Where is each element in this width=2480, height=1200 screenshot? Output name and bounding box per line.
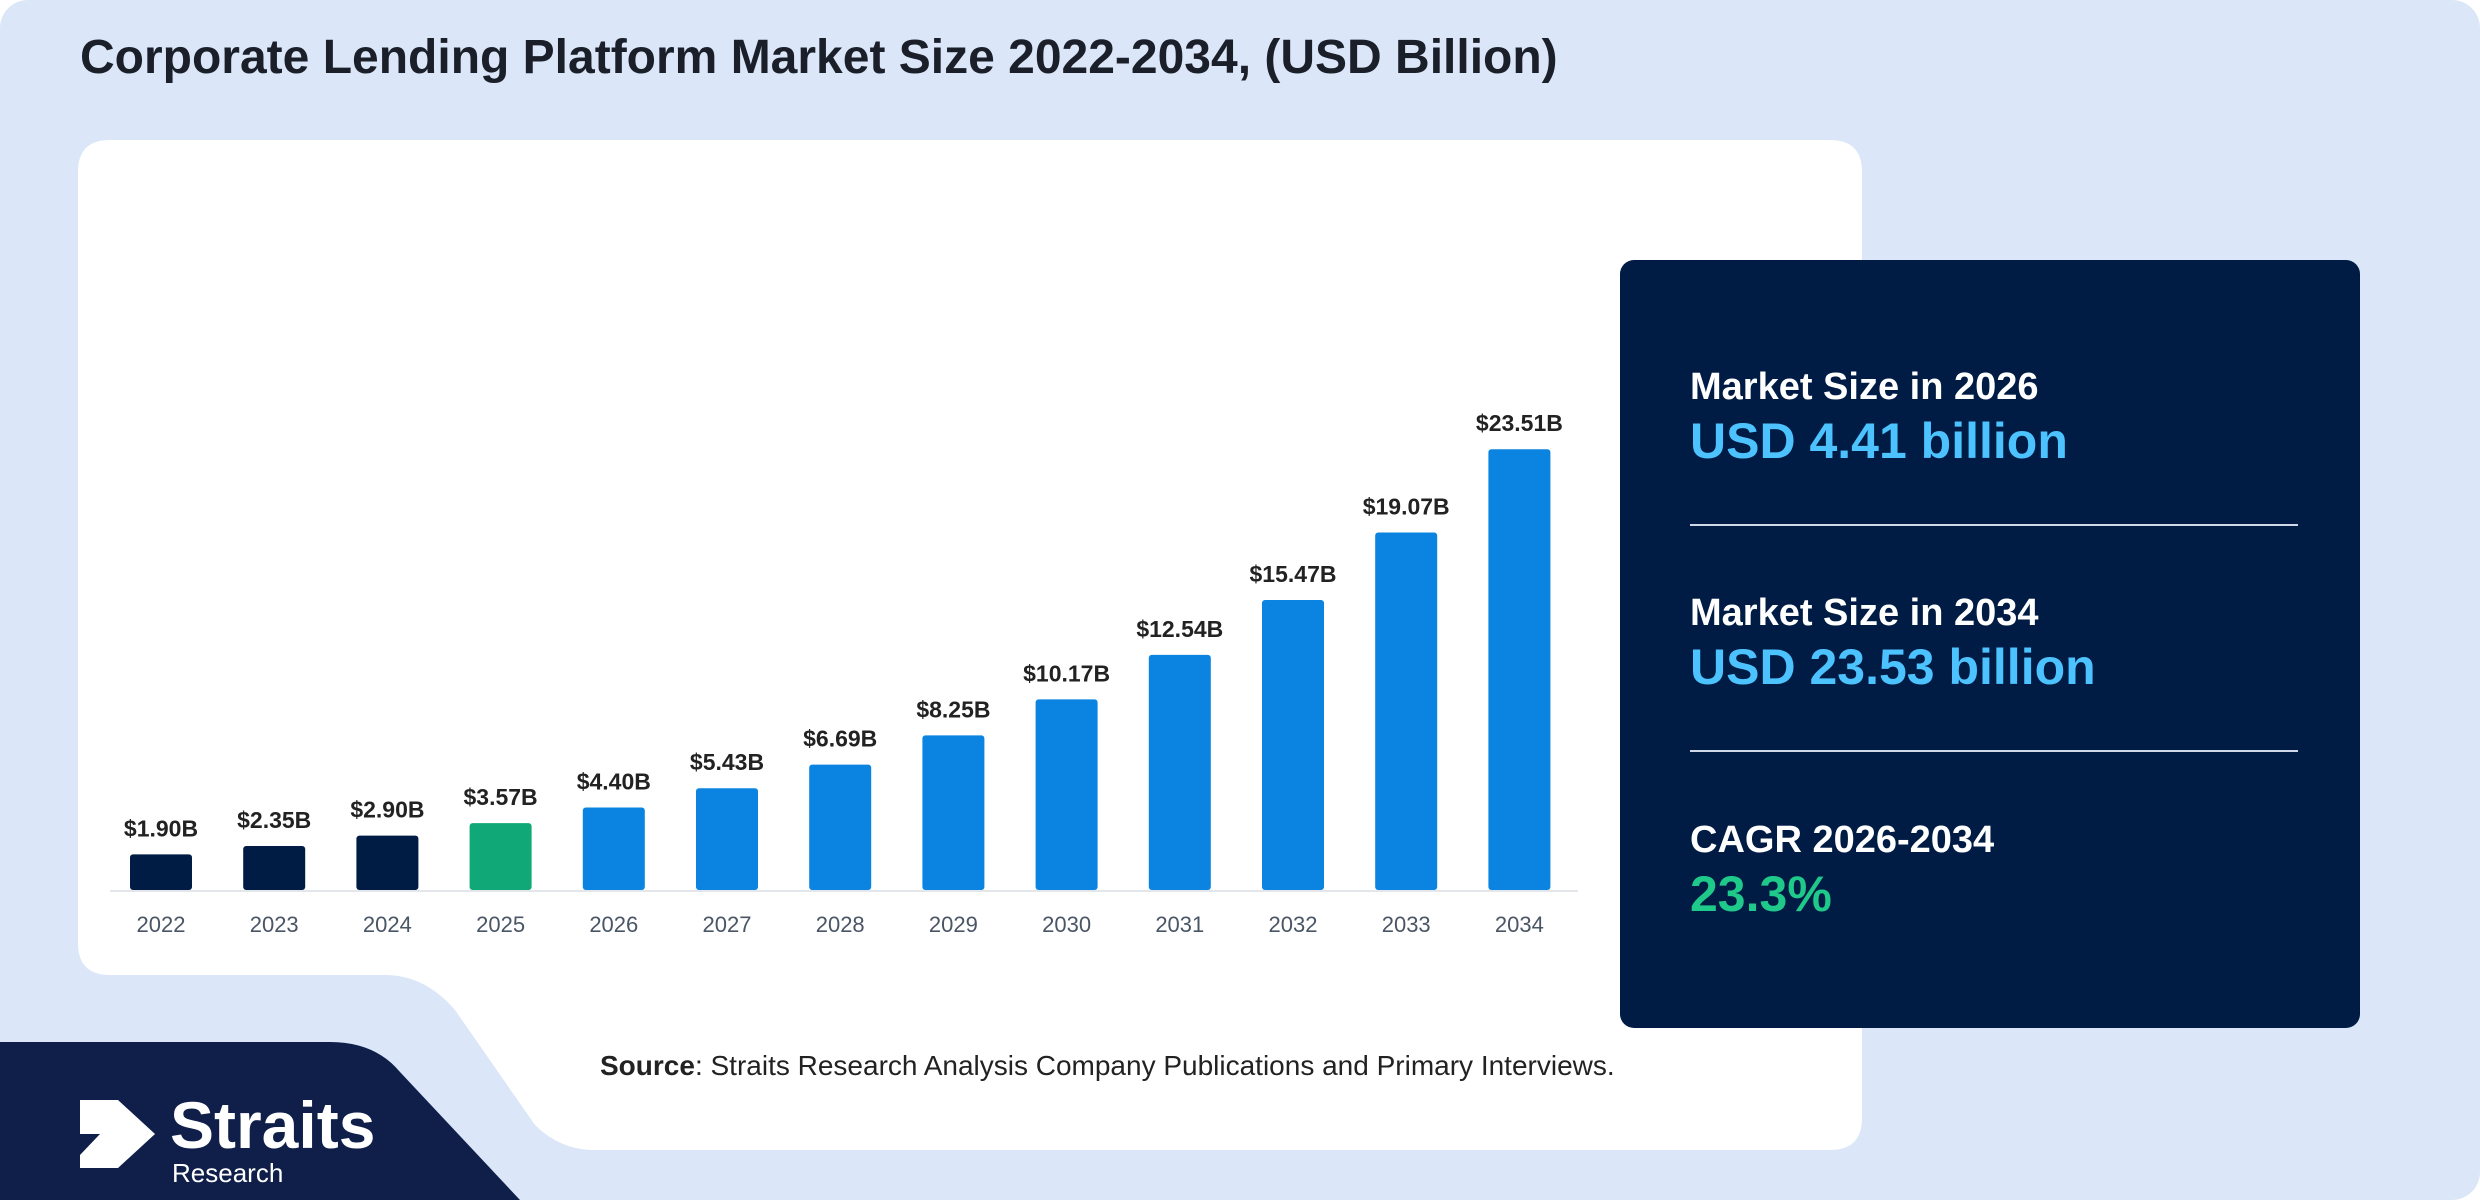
x-tick-2024: 2024: [363, 912, 412, 937]
logo-panel: [0, 1042, 520, 1200]
x-tick-2023: 2023: [250, 912, 299, 937]
data-label-2024: $2.90B: [350, 797, 424, 823]
bar-2033: [1375, 532, 1438, 890]
stat-value: USD 23.53 billion: [1690, 638, 2096, 695]
bar-2022: [130, 854, 192, 890]
data-label-2022: $1.90B: [124, 815, 198, 841]
source-note: Source: Straits Research Analysis Compan…: [600, 1050, 1900, 1082]
stat-cagr: CAGR 2026-2034 23.3%: [1690, 818, 2300, 924]
x-tick-2027: 2027: [703, 912, 752, 937]
bar-2025: [469, 823, 532, 890]
data-label-2023: $2.35B: [237, 807, 311, 833]
bar-chart: $1.90B 2022 $2.35B 2023 $2.90B 2024 $3.57B 2025…: [110, 410, 1578, 937]
bar-2026: [582, 807, 645, 890]
data-label-2034: $23.51B: [1476, 410, 1563, 436]
x-tick-2030: 2030: [1042, 912, 1091, 937]
stat-label: Market Size in 2034: [1690, 592, 2039, 634]
bar-2028: [809, 764, 872, 890]
bar-2032: [1262, 599, 1324, 890]
x-tick-2032: 2032: [1269, 912, 1318, 937]
data-label-2028: $6.69B: [803, 726, 877, 752]
bar-2031: [1148, 654, 1211, 890]
stat-label: Market Size in 2026: [1690, 366, 2039, 408]
x-tick-2029: 2029: [929, 912, 978, 937]
logo-subtitle: Research: [172, 1158, 284, 1188]
source-bold: Source: [600, 1050, 695, 1081]
stat-value: 23.3%: [1690, 865, 1832, 922]
data-label-2025: $3.57B: [464, 784, 538, 810]
data-label-2029: $8.25B: [916, 696, 990, 722]
x-tick-2026: 2026: [589, 912, 638, 937]
logo-wordmark: Straits: [170, 1088, 376, 1162]
bar-2027: [696, 788, 758, 890]
data-label-2032: $15.47B: [1250, 561, 1337, 587]
data-label-2027: $5.43B: [690, 749, 764, 775]
x-tick-2033: 2033: [1382, 912, 1431, 937]
key-stats-panel: Market Size in 2026 USD 4.41 billion Mar…: [1620, 260, 2360, 1028]
data-label-2033: $19.07B: [1363, 493, 1450, 519]
x-tick-2034: 2034: [1495, 912, 1544, 937]
x-tick-2022: 2022: [137, 912, 186, 937]
data-label-2026: $4.40B: [577, 769, 651, 795]
data-label-2030: $10.17B: [1023, 660, 1110, 686]
x-tick-2025: 2025: [476, 912, 525, 937]
stat-market-size-2034: Market Size in 2034 USD 23.53 billion: [1690, 591, 2300, 697]
data-label-2031: $12.54B: [1136, 616, 1223, 642]
stat-value: USD 4.41 billion: [1690, 412, 2068, 469]
x-tick-2028: 2028: [816, 912, 865, 937]
stat-label: CAGR 2026-2034: [1690, 819, 1995, 861]
bar-2023: [243, 845, 306, 890]
bar-2024: [356, 835, 419, 890]
stat-market-size-2026: Market Size in 2026 USD 4.41 billion: [1690, 365, 2300, 471]
chart-card: [78, 140, 1862, 1150]
source-text: : Straits Research Analysis Company Publ…: [694, 1050, 1615, 1081]
bar-2030: [1035, 699, 1098, 890]
straits-logo-icon: [80, 1100, 155, 1168]
stat-divider: [1690, 750, 2298, 752]
stat-divider: [1690, 524, 2298, 526]
page-title: Corporate Lending Platform Market Size 2…: [80, 31, 1558, 84]
x-tick-2031: 2031: [1155, 912, 1204, 937]
bar-2029: [922, 735, 985, 890]
bar-2034: [1488, 449, 1551, 890]
